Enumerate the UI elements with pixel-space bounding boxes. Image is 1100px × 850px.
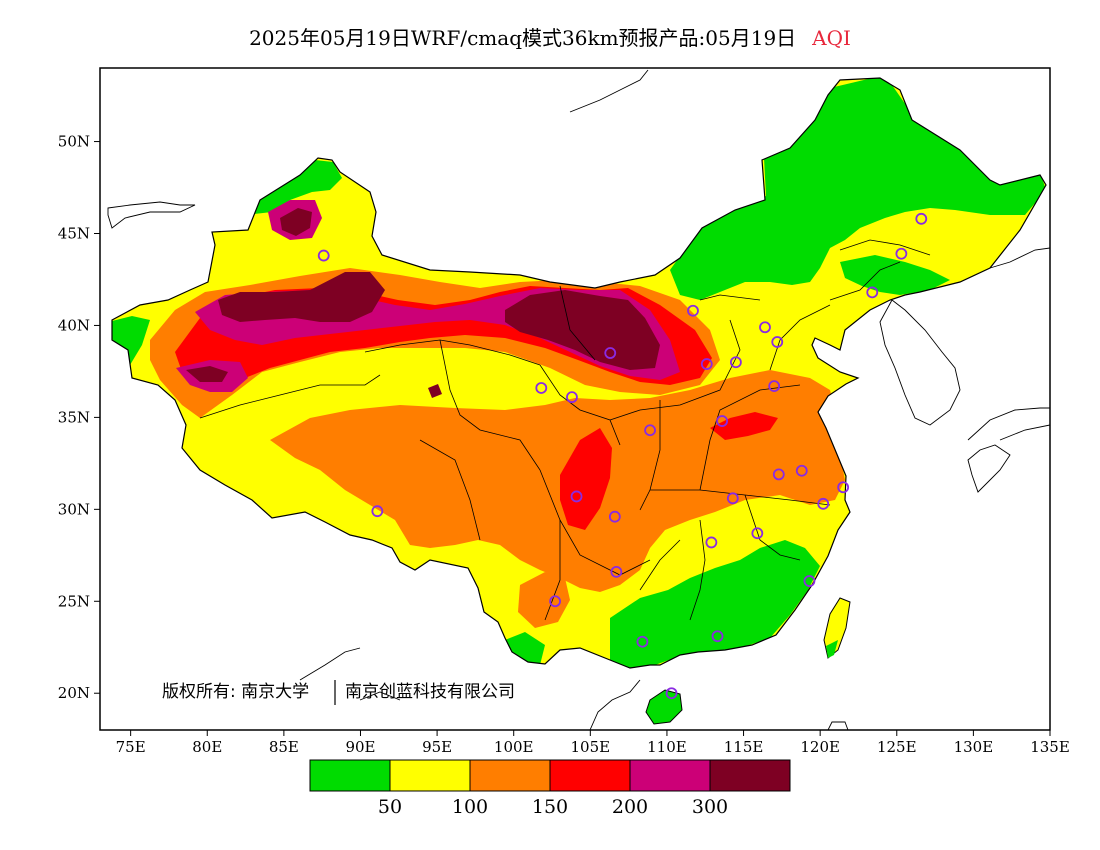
- map-title: 2025年05月19日WRF/cmaq模式36km预报产品:05月19日 AQI: [0, 22, 1100, 51]
- y-tick-label: 50N: [58, 133, 90, 151]
- y-tick-label: 45N: [58, 225, 90, 243]
- aqi-band-green-xinjiang-north: [245, 160, 342, 215]
- station-marker: [751, 527, 764, 540]
- y-tick-label: 35N: [58, 408, 90, 426]
- station-marker: [817, 497, 830, 510]
- station-marker: [716, 415, 728, 427]
- aqi-band-red-huabei: [710, 412, 778, 440]
- x-tick-label: 85E: [269, 738, 299, 756]
- station-marker: [665, 687, 678, 700]
- aqi-colorbar: 50 100 150 200 300: [309, 759, 791, 818]
- taiwan-green: [826, 640, 838, 658]
- colorbar-swatch: [629, 759, 711, 792]
- colorbar-label: 200: [612, 796, 648, 818]
- x-tick-label: 120E: [800, 738, 840, 756]
- colorbar-swatch: [549, 759, 631, 792]
- colorbar-swatch: [389, 759, 471, 792]
- y-tick-label: 30N: [58, 500, 90, 518]
- station-marker: [549, 595, 561, 608]
- x-tick-label: 115E: [724, 738, 764, 756]
- aqi-band-green-ne-patch: [840, 255, 950, 295]
- station-markers: [317, 212, 928, 700]
- station-marker: [837, 481, 850, 494]
- x-tick-label: 90E: [345, 738, 375, 756]
- colorbar-swatch: [469, 759, 551, 792]
- station-marker: [705, 536, 718, 549]
- aqi-band-green-northeast: [670, 78, 1046, 300]
- colorbar-swatch: [709, 759, 791, 792]
- station-marker: [604, 347, 617, 359]
- station-marker: [759, 321, 771, 334]
- station-marker: [317, 249, 330, 262]
- x-tick-label: 95E: [422, 738, 452, 756]
- x-tick-label: 105E: [571, 738, 611, 756]
- y-tick-label: 20N: [58, 684, 90, 702]
- x-tick-label: 80E: [192, 738, 222, 756]
- station-marker: [535, 382, 548, 394]
- station-marker: [711, 630, 724, 643]
- x-axis: 75E 80E 85E 90E 95E 100E 105E 110E 115E 120E 125E 1…: [116, 730, 1070, 756]
- x-tick-label: 110E: [647, 738, 687, 756]
- province-boundaries: [199, 239, 931, 621]
- colorbar-swatch: [309, 759, 391, 792]
- credit-owner-left: 版权所有: 南京大学: [162, 682, 309, 702]
- station-marker: [608, 510, 621, 523]
- aqi-band-maroon-xj-north: [280, 208, 312, 236]
- map-frame: [99, 67, 1051, 731]
- x-tick-label: 100E: [494, 738, 534, 756]
- station-marker: [795, 464, 808, 477]
- station-marker: [866, 286, 879, 299]
- neighbor-coastlines: [107, 69, 1050, 730]
- station-marker: [772, 468, 785, 481]
- station-marker: [636, 635, 649, 648]
- station-marker: [729, 356, 742, 369]
- y-axis: 20N 25N 30N 35N 40N 45N 50N: [58, 133, 100, 702]
- y-tick-label: 25N: [58, 592, 90, 610]
- x-tick-label: 135E: [1030, 738, 1070, 756]
- station-marker: [726, 492, 739, 505]
- aqi-band-maroon-gobi: [505, 290, 660, 370]
- station-marker: [700, 358, 713, 370]
- station-marker: [687, 304, 699, 317]
- station-marker: [915, 212, 928, 225]
- aqi-band-green-south: [610, 540, 820, 668]
- x-tick-label: 125E: [877, 738, 917, 756]
- station-marker: [371, 505, 384, 518]
- colorbar-label: 100: [452, 796, 488, 818]
- x-tick-label: 75E: [116, 738, 146, 756]
- station-marker: [570, 490, 583, 503]
- aqi-band-orange-yunnan: [518, 572, 570, 628]
- aqi-band-maroon-qinghai: [428, 384, 442, 398]
- colorbar-label: 300: [692, 796, 728, 818]
- aqi-band-orange-central: [270, 370, 845, 592]
- station-marker: [895, 247, 908, 260]
- aqi-band-red-sichuan: [560, 428, 612, 530]
- station-marker: [771, 336, 784, 348]
- station-marker: [644, 424, 656, 437]
- colorbar-label: 50: [378, 796, 402, 818]
- y-tick-label: 40N: [58, 316, 90, 334]
- aqi-band-maroon-xj-south: [186, 366, 228, 382]
- station-marker: [803, 575, 816, 587]
- title-text: 2025年05月19日WRF/cmaq模式36km预报产品:05月19日: [249, 26, 797, 50]
- colorbar-label: 150: [532, 796, 568, 818]
- station-marker: [610, 565, 623, 578]
- china-outline: [111, 77, 1047, 669]
- credit-owner-right: 南京创蓝科技有限公司: [345, 682, 515, 702]
- station-marker: [768, 380, 781, 393]
- title-variable: AQI: [812, 26, 851, 50]
- station-marker: [566, 391, 578, 404]
- x-tick-label: 130E: [954, 738, 994, 756]
- aqi-band-maroon-taklamakan: [218, 272, 385, 322]
